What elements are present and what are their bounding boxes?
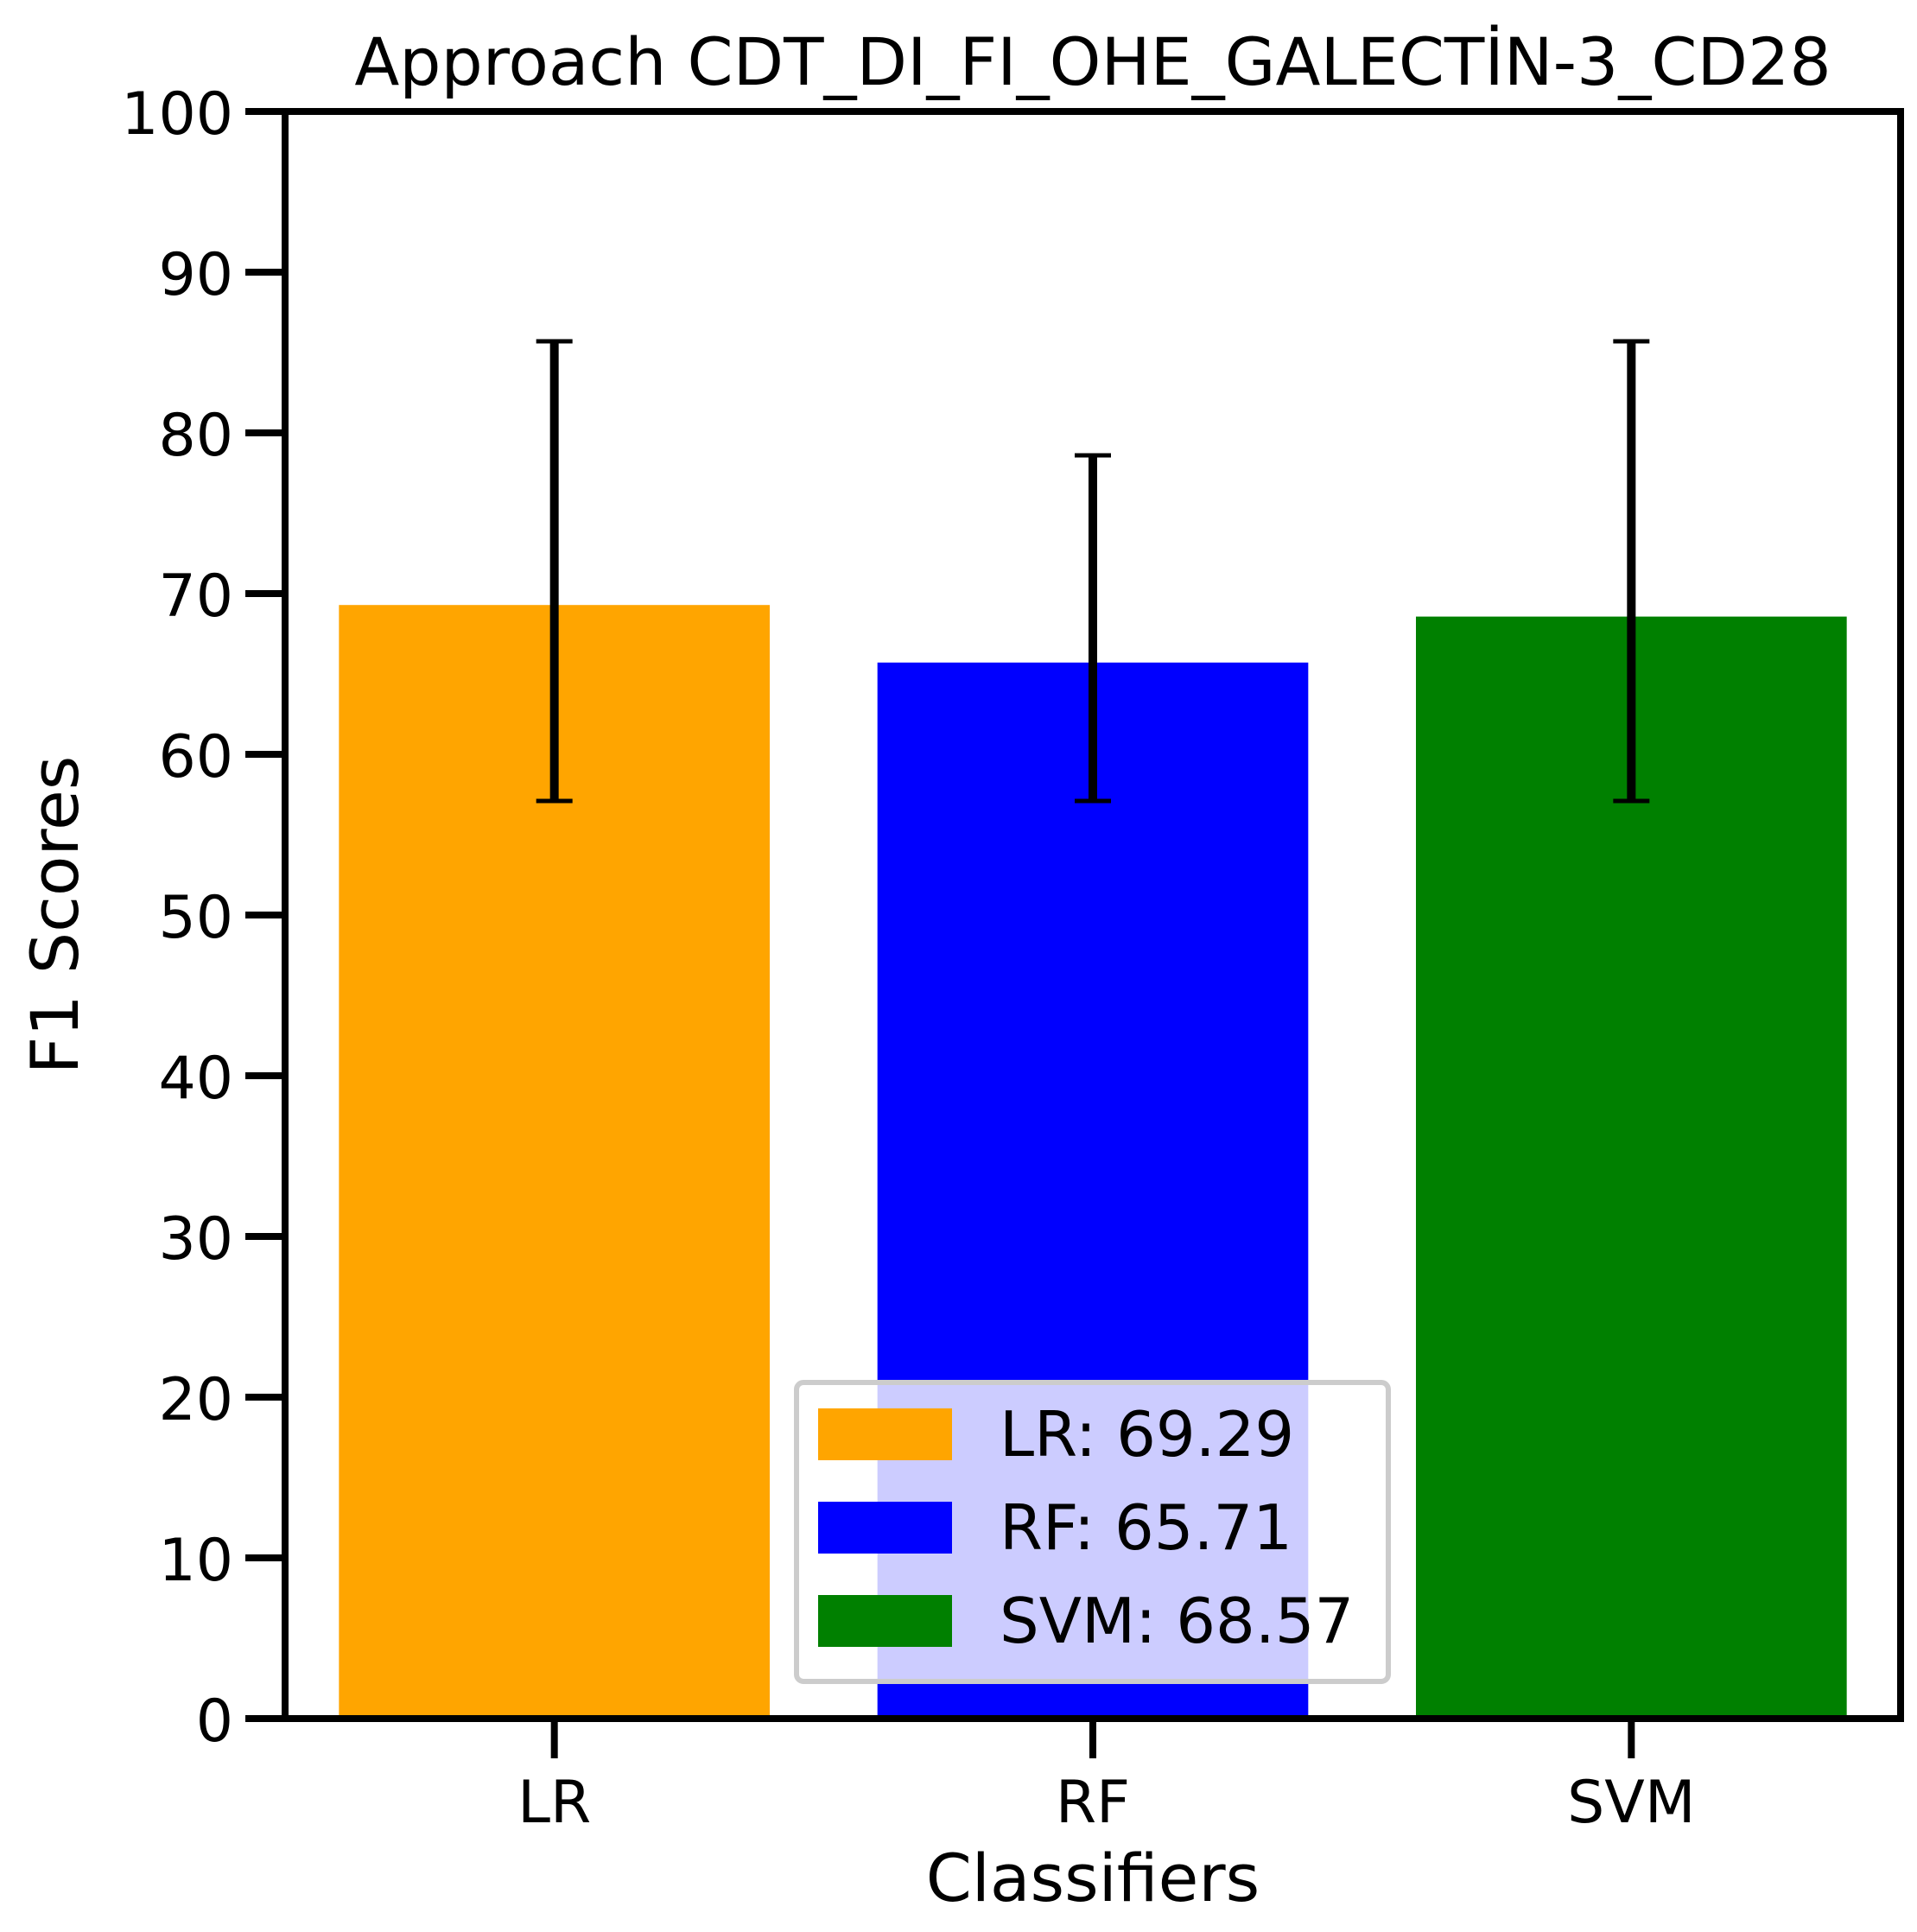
legend-swatch-rf (818, 1502, 952, 1554)
error-bar-lr (536, 339, 573, 804)
y-tick-label: 60 (158, 723, 233, 791)
legend-label-lr: LR: 69.29 (1000, 1398, 1294, 1471)
legend-swatch-lr (818, 1408, 952, 1460)
y-axis-label: F1 Scores (16, 756, 93, 1075)
y-tick-label: 70 (158, 562, 233, 631)
chart-title: Approach CDT_DI_FI_OHE_GALECTİN-3_CD28 (354, 23, 1831, 100)
legend-label-svm: SVM: 68.57 (1000, 1585, 1354, 1657)
y-tick-label: 80 (158, 402, 233, 470)
legend-label-rf: RF: 65.71 (1000, 1491, 1292, 1564)
legend: LR: 69.29 RF: 65.71 SVM: 68.57 (794, 1380, 1391, 1684)
x-tick-label: SVM (1567, 1769, 1695, 1837)
y-tick-label: 0 (196, 1687, 233, 1756)
y-tick-label: 90 (158, 241, 233, 309)
x-tick-label: RF (1056, 1769, 1130, 1837)
error-bar-svm (1613, 339, 1650, 804)
error-bar-rf (1075, 453, 1111, 804)
x-axis-label: Classifiers (926, 1840, 1260, 1916)
y-tick-label: 10 (158, 1527, 233, 1595)
y-tick-label: 50 (158, 884, 233, 952)
y-axis: 0 10 20 30 40 50 60 70 80 90 100 (121, 80, 285, 1756)
y-tick-label: 100 (121, 80, 233, 149)
errorbars-layer (536, 339, 1650, 804)
legend-swatch-svm (818, 1595, 952, 1647)
y-tick-label: 20 (158, 1366, 233, 1434)
x-axis: LR RF SVM (517, 1719, 1696, 1837)
y-tick-label: 40 (158, 1045, 233, 1113)
x-tick-label: LR (517, 1769, 591, 1837)
y-tick-label: 30 (158, 1205, 233, 1274)
